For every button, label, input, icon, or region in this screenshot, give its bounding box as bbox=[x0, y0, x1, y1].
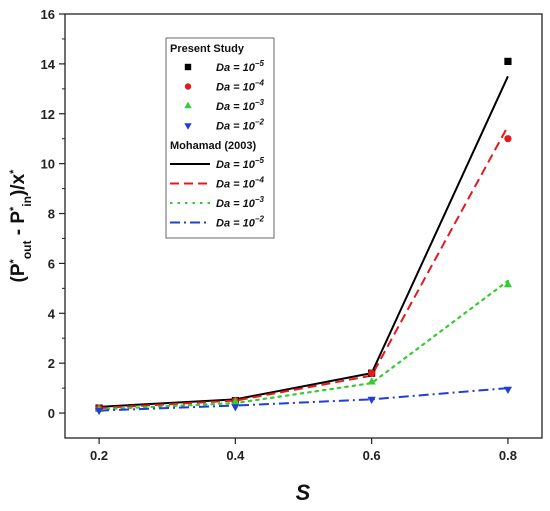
y-tick-label: 14 bbox=[41, 57, 56, 72]
series-layer bbox=[94, 57, 513, 416]
legend-label: Da = 10−4 bbox=[216, 79, 265, 94]
legend-label: Da = 10−5 bbox=[216, 59, 265, 74]
y-tick-label: 2 bbox=[48, 356, 55, 371]
plot-frame bbox=[64, 13, 543, 439]
data-point bbox=[184, 63, 192, 71]
data-point bbox=[368, 369, 376, 377]
data-point bbox=[184, 101, 192, 109]
legend-label: Da = 10−5 bbox=[216, 156, 265, 171]
data-point bbox=[231, 404, 240, 412]
x-tick-label: 0.8 bbox=[499, 448, 517, 463]
y-tick-label: 12 bbox=[41, 107, 55, 122]
legend-box bbox=[165, 37, 275, 239]
data-point bbox=[367, 396, 376, 404]
data-point bbox=[504, 135, 512, 143]
legend-label: Da = 10−3 bbox=[216, 195, 265, 210]
data-point bbox=[184, 83, 192, 90]
legend-group-title: Mohamad (2003) bbox=[170, 140, 257, 152]
legend-group-title: Present Study bbox=[170, 43, 245, 55]
legend-label: Da = 10−2 bbox=[216, 215, 265, 230]
data-point bbox=[367, 377, 376, 385]
legend-label: Da = 10−4 bbox=[216, 176, 265, 191]
y-tick-label: 16 bbox=[41, 7, 55, 22]
data-point bbox=[94, 407, 104, 416]
x-axis-title: S bbox=[296, 480, 311, 505]
y-tick-label: 0 bbox=[48, 406, 55, 421]
x-tick-label: 0.4 bbox=[226, 448, 245, 463]
series-line bbox=[99, 387, 509, 412]
data-point bbox=[503, 280, 513, 288]
data-point bbox=[231, 397, 240, 405]
data-point bbox=[184, 123, 192, 130]
legend-label: Da = 10−2 bbox=[216, 118, 265, 133]
y-tick-label: 10 bbox=[41, 157, 55, 172]
data-point bbox=[504, 57, 512, 65]
legend: Present Study Da = 10−5 Da = 10−4 Da = 10−3… bbox=[165, 37, 275, 239]
y-tick-label: 6 bbox=[48, 256, 55, 271]
series-line bbox=[99, 125, 509, 410]
series-line bbox=[99, 75, 509, 408]
y-axis-title: (P*out - P*in)/x* bbox=[8, 169, 34, 283]
data-point bbox=[503, 386, 513, 394]
y-tick-label: 8 bbox=[48, 207, 55, 222]
legend-label: Da = 10−3 bbox=[216, 98, 265, 113]
series-line bbox=[97, 279, 510, 411]
axis-ticks: 0.2 0.4 0.6 0.8 0 2 4 6 8 10 12 14 16 bbox=[41, 7, 517, 463]
x-tick-label: 0.2 bbox=[90, 448, 108, 463]
x-tick-label: 0.6 bbox=[363, 448, 381, 463]
y-tick-label: 4 bbox=[48, 306, 56, 321]
